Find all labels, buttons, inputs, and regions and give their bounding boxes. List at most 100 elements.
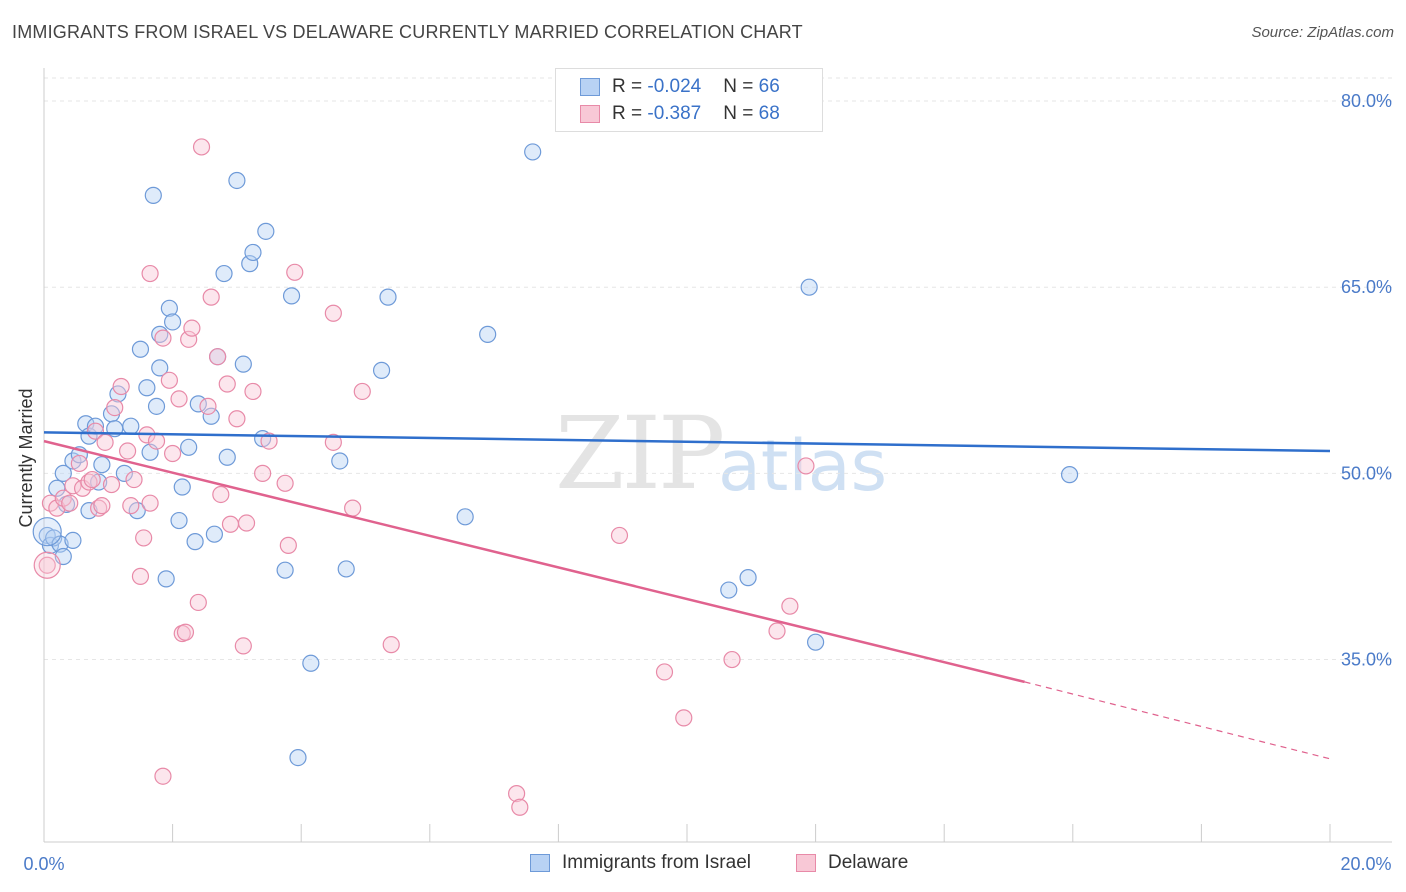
data-point-delaware xyxy=(353,382,371,401)
data-point-immigrants-from-israel xyxy=(720,581,738,599)
data-point-delaware xyxy=(48,499,66,517)
data-point-delaware xyxy=(183,319,201,337)
data-point-delaware xyxy=(781,597,799,615)
y-tick-label: 50.0% xyxy=(1341,463,1392,483)
source-credit: Source: ZipAtlas.com xyxy=(1251,24,1394,41)
legend-r-label: R = xyxy=(612,76,648,97)
data-point-delaware xyxy=(122,497,140,515)
bottom-legend-delaware: Delaware xyxy=(796,852,908,874)
legend: R = -0.024 N = 66 R = -0.387 N = 68 xyxy=(555,68,823,132)
watermark-atlas: atlas xyxy=(718,425,888,507)
data-point-immigrants-from-israel xyxy=(115,464,133,482)
data-point-delaware xyxy=(237,514,256,532)
y-tick-label: 65.0% xyxy=(1341,277,1392,297)
data-point-delaware xyxy=(131,567,150,585)
x-tick-label: 20.0% xyxy=(1340,854,1391,874)
data-point-delaware xyxy=(70,454,88,473)
data-point-immigrants-from-israel xyxy=(257,222,275,240)
data-point-delaware xyxy=(279,536,297,554)
data-point-delaware xyxy=(90,499,108,517)
legend-r-value: -0.387 xyxy=(647,103,702,124)
y-axis-label: Currently Married xyxy=(16,388,36,527)
legend-swatch-pink xyxy=(580,105,600,123)
data-point-delaware xyxy=(106,398,124,417)
data-point-delaware xyxy=(86,422,105,440)
axes xyxy=(43,68,1392,843)
data-point-immigrants-from-israel xyxy=(302,654,320,672)
data-point-immigrants-from-israel xyxy=(93,456,111,474)
data-point-immigrants-from-israel xyxy=(739,569,757,587)
data-point-delaware xyxy=(80,473,98,491)
data-point-delaware xyxy=(33,551,61,579)
legend-n-label: N = xyxy=(723,103,759,124)
data-point-delaware xyxy=(221,515,240,533)
data-point-delaware xyxy=(135,529,153,547)
data-point-delaware xyxy=(344,499,362,517)
data-point-immigrants-from-israel xyxy=(276,561,294,579)
data-point-immigrants-from-israel xyxy=(289,749,307,767)
data-point-delaware xyxy=(164,444,182,463)
y-tick-label: 80.0% xyxy=(1341,91,1392,111)
data-point-immigrants-from-israel xyxy=(205,525,223,543)
data-point-delaware xyxy=(655,663,674,681)
data-point-immigrants-from-israel xyxy=(180,438,198,456)
legend-row-delaware: R = -0.387 N = 68 xyxy=(580,101,780,127)
data-point-immigrants-from-israel xyxy=(337,560,355,578)
legend-r-label: R = xyxy=(612,103,648,124)
chart-title: IMMIGRANTS FROM ISRAEL VS DELAWARE CURRE… xyxy=(12,22,803,42)
data-point-delaware xyxy=(675,709,693,727)
series-delaware xyxy=(33,138,815,816)
data-point-delaware xyxy=(73,479,92,497)
data-point-delaware xyxy=(96,433,114,451)
data-point-delaware xyxy=(228,410,246,428)
data-point-delaware xyxy=(141,264,159,283)
data-point-delaware xyxy=(723,650,741,669)
data-point-immigrants-from-israel xyxy=(331,452,349,470)
data-point-delaware xyxy=(192,138,211,156)
data-point-immigrants-from-israel xyxy=(138,379,156,397)
data-point-delaware xyxy=(276,474,294,492)
data-point-immigrants-from-israel xyxy=(173,478,191,496)
data-point-delaware xyxy=(141,494,159,512)
data-point-immigrants-from-israel xyxy=(456,508,474,526)
data-point-delaware xyxy=(202,288,220,306)
data-point-delaware xyxy=(324,304,342,322)
legend-swatch-blue xyxy=(580,78,600,96)
data-point-delaware xyxy=(125,470,143,489)
data-point-delaware xyxy=(324,433,342,451)
data-point-delaware xyxy=(260,432,278,450)
data-point-delaware xyxy=(768,622,786,640)
data-point-immigrants-from-israel xyxy=(160,299,178,317)
data-point-delaware xyxy=(511,798,529,816)
legend-n-value: 66 xyxy=(758,76,780,97)
bottom-legend-label: Immigrants from Israel xyxy=(562,852,751,873)
data-point-immigrants-from-israel xyxy=(164,313,182,331)
data-point-immigrants-from-israel xyxy=(202,407,220,425)
legend-r-value: -0.024 xyxy=(647,76,702,97)
data-point-delaware xyxy=(244,382,262,401)
data-point-delaware xyxy=(93,497,111,515)
data-point-delaware xyxy=(286,263,304,281)
data-point-delaware xyxy=(209,348,227,366)
data-point-immigrants-from-israel xyxy=(379,288,397,306)
bottom-legend-swatch-blue xyxy=(530,854,550,872)
trend-line-delaware xyxy=(43,439,1025,684)
data-point-immigrants-from-israel xyxy=(479,325,497,343)
data-point-delaware xyxy=(610,526,629,545)
data-point-immigrants-from-israel xyxy=(806,633,825,651)
data-point-delaware xyxy=(170,390,188,408)
data-point-immigrants-from-israel xyxy=(215,264,233,283)
data-point-delaware xyxy=(180,330,198,348)
trend-line-delaware-extrapolated xyxy=(1024,681,1331,760)
data-point-delaware xyxy=(212,485,230,504)
data-point-delaware xyxy=(154,767,172,785)
data-point-immigrants-from-israel xyxy=(64,531,82,549)
tick-labels: 35.0% 50.0% 65.0% 80.0% 0.0% 20.0% xyxy=(23,91,1392,874)
data-point-delaware xyxy=(147,432,166,450)
data-point-immigrants-from-israel xyxy=(157,570,175,588)
legend-row-immigrants-from-israel: R = -0.024 N = 66 xyxy=(580,74,780,100)
data-point-immigrants-from-israel xyxy=(234,355,252,373)
data-point-immigrants-from-israel xyxy=(151,359,169,377)
data-point-immigrants-from-israel xyxy=(186,533,204,551)
